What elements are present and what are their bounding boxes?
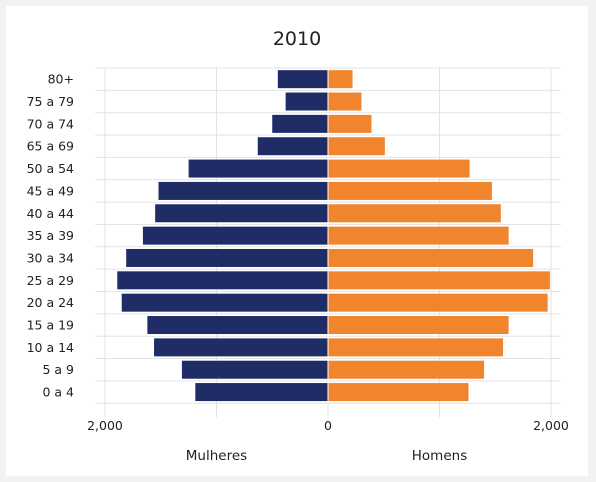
bar-homens xyxy=(328,70,353,89)
bar-homens xyxy=(328,137,385,156)
bar-mulheres xyxy=(285,92,328,111)
age-group-label: 50 a 54 xyxy=(27,161,74,176)
chart-title: 2010 xyxy=(272,28,322,50)
bar-homens xyxy=(328,181,492,200)
bar-homens xyxy=(328,316,509,335)
age-group-label: 25 a 29 xyxy=(27,273,74,288)
bar-mulheres xyxy=(155,204,328,223)
bar-mulheres xyxy=(188,159,328,178)
bar-mulheres xyxy=(272,114,328,133)
x-tick-label: 0 xyxy=(324,418,332,433)
age-group-label: 80+ xyxy=(48,72,74,87)
bar-mulheres xyxy=(117,271,328,290)
bar-homens xyxy=(328,271,550,290)
legend-label-homens: Homens xyxy=(412,448,467,464)
bar-mulheres xyxy=(195,383,328,402)
bar-homens xyxy=(328,293,548,312)
age-group-label: 35 a 39 xyxy=(27,228,74,243)
bar-homens xyxy=(328,114,372,133)
bar-mulheres xyxy=(126,248,328,267)
age-group-label: 5 a 9 xyxy=(42,362,74,377)
age-group-label: 20 a 24 xyxy=(27,295,74,310)
age-group-label: 65 a 69 xyxy=(27,139,74,154)
x-tick-label: 2,000 xyxy=(87,418,123,433)
bar-mulheres xyxy=(142,226,328,245)
bar-homens xyxy=(328,226,509,245)
bar-homens xyxy=(328,360,485,379)
chart-card: 2010 80+ 75 a 79 70 a 74 65 a 69 50 a 54 45 a… xyxy=(6,6,588,476)
legend-label-mulheres: Mulheres xyxy=(186,448,247,464)
bar-mulheres xyxy=(154,338,328,357)
age-group-label: 30 a 34 xyxy=(27,250,74,265)
bar-mulheres xyxy=(277,70,328,89)
age-group-label: 15 a 19 xyxy=(27,318,74,333)
bar-mulheres xyxy=(181,360,328,379)
age-group-label: 10 a 14 xyxy=(27,340,74,355)
bar-mulheres xyxy=(147,316,328,335)
age-group-label: 70 a 74 xyxy=(27,116,74,131)
bar-mulheres xyxy=(257,137,328,156)
age-group-label: 75 a 79 xyxy=(27,94,74,109)
population-pyramid-chart: 80+ 75 a 79 70 a 74 65 a 69 50 a 54 45 a 49 40… xyxy=(27,67,569,464)
bar-homens xyxy=(328,159,470,178)
bar-homens xyxy=(328,92,362,111)
x-tick-label: 2,000 xyxy=(533,418,569,433)
age-group-label: 0 a 4 xyxy=(42,385,74,400)
bar-mulheres xyxy=(121,293,328,312)
bar-homens xyxy=(328,248,534,267)
bar-homens xyxy=(328,204,501,223)
bar-homens xyxy=(328,338,504,357)
age-group-label: 40 a 44 xyxy=(27,206,74,221)
age-group-label: 45 a 49 xyxy=(27,183,74,198)
bar-homens xyxy=(328,383,469,402)
bar-mulheres xyxy=(158,181,328,200)
